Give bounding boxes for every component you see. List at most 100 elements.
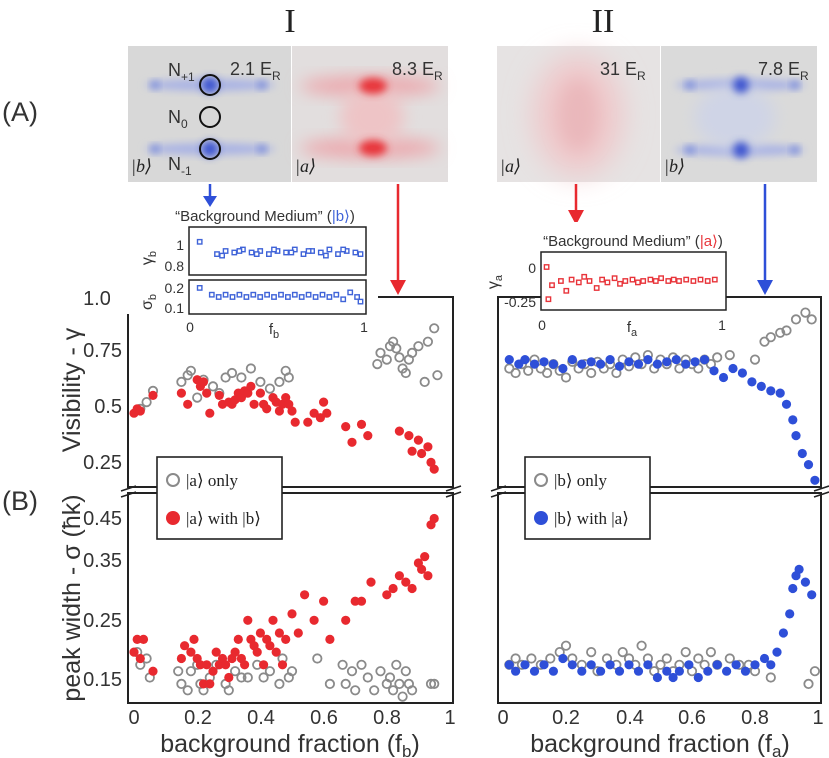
- data-point-filled: [624, 357, 634, 367]
- data-point-filled: [510, 666, 521, 676]
- inset-II: “Background Medium” (|a⟩) 0 -0.25 γa: [485, 222, 745, 311]
- data-point-filled: [176, 388, 186, 398]
- data-point-filled: [404, 431, 414, 441]
- arrow-II-right: [757, 184, 773, 295]
- inset-ytick: 1: [176, 237, 184, 253]
- inset-data-point: [629, 276, 636, 283]
- inset-data-point: [347, 289, 354, 296]
- data-point-filled: [189, 634, 199, 645]
- data-point-open: [400, 666, 411, 677]
- image-II-left: 31 ER |a⟩: [497, 46, 660, 182]
- data-point-open: [192, 392, 203, 403]
- data-point-filled: [271, 647, 281, 657]
- inset-ylabel: γa: [485, 274, 505, 289]
- data-point-filled: [539, 660, 549, 670]
- series-points-I-width: [129, 513, 440, 702]
- xtick-label: 1: [812, 707, 823, 729]
- data-point-filled: [407, 583, 417, 594]
- data-point-filled: [230, 647, 240, 657]
- inset-data-point: [214, 251, 220, 257]
- ytick-label: 0.25: [83, 610, 122, 632]
- data-point-filled: [211, 647, 221, 657]
- data-point-open: [394, 678, 405, 690]
- data-point-filled: [577, 666, 587, 676]
- data-point-filled: [520, 660, 530, 670]
- legend-label-b-with-a: |b⟩ with |a⟩: [554, 509, 629, 528]
- data-point-filled: [596, 359, 606, 369]
- data-point-filled: [265, 641, 275, 651]
- data-point-filled: [303, 417, 313, 427]
- inset-data-point: [676, 278, 682, 284]
- data-point-filled: [520, 355, 530, 365]
- data-point-open: [800, 307, 811, 318]
- inset-I-xtick: 1: [360, 319, 368, 335]
- inset-data-point: [236, 291, 243, 298]
- data-point-filled: [633, 359, 644, 369]
- yticks-I-visibility: 0.25 0.5 0.75 1.00: [83, 288, 122, 474]
- inset-data-point: [697, 276, 704, 283]
- inset-data-point: [340, 296, 347, 303]
- inset-data-point: [266, 251, 272, 257]
- data-point-open: [274, 678, 285, 690]
- inset-ytick: 0.2: [165, 280, 185, 296]
- data-point-open: [185, 666, 196, 677]
- data-point-filled: [277, 660, 288, 670]
- data-point-filled: [417, 448, 427, 459]
- data-point-filled: [325, 634, 335, 645]
- xlabel-II: background fraction (fa): [530, 730, 790, 758]
- data-point-open: [245, 363, 256, 374]
- xtick-label: 0.8: [373, 707, 401, 729]
- inset-data-point: [285, 294, 291, 300]
- inset-data-point: [271, 246, 277, 253]
- data-point-filled: [731, 660, 741, 670]
- data-point-filled: [807, 590, 817, 600]
- data-point-open: [387, 685, 399, 696]
- inset-I: “Background Medium” (|b⟩) 1 0.8 0.2 0.1 …: [110, 208, 378, 316]
- inset-data-point: [640, 278, 647, 284]
- data-point-open: [809, 666, 821, 677]
- data-point-filled: [363, 431, 373, 441]
- inset-data-point: [658, 275, 665, 282]
- data-point-open: [636, 640, 647, 651]
- data-point-open: [781, 325, 792, 336]
- data-point-open: [176, 376, 187, 387]
- data-point-open: [283, 372, 294, 383]
- series-points-II-width: [504, 564, 821, 690]
- inset-data-point: [340, 246, 347, 253]
- data-point-open: [346, 666, 358, 677]
- state-label-I-right: |a⟩: [295, 156, 316, 176]
- panel-label-A: (A): [2, 97, 38, 127]
- inset-data-point: [611, 275, 618, 282]
- xtick-label: 0.2: [552, 707, 580, 729]
- data-point-filled: [293, 628, 303, 638]
- inset-I-xtick: 0: [186, 319, 194, 335]
- xtick-label: 0.4: [247, 707, 275, 729]
- inset-data-point: [264, 291, 270, 298]
- data-point-open: [617, 646, 628, 658]
- data-point-filled: [300, 590, 310, 600]
- inset-I-xlabel: fb: [269, 321, 279, 341]
- data-point-filled: [401, 577, 411, 587]
- state-label-II-right: |b⟩: [664, 156, 685, 176]
- data-point-filled: [186, 647, 196, 657]
- ytick-label: 0.25: [83, 452, 122, 474]
- data-point-open: [406, 685, 418, 696]
- data-point-open: [397, 691, 408, 702]
- data-point-filled: [287, 406, 297, 416]
- data-point-open: [384, 672, 396, 683]
- inset-data-point: [236, 248, 243, 254]
- inset-data-point: [305, 291, 312, 298]
- data-point-filled: [180, 641, 190, 651]
- data-point-filled: [558, 653, 568, 664]
- data-point-filled: [772, 647, 782, 657]
- energy-label-I-left: 2.1 ER: [230, 59, 281, 83]
- xlabel-I: background fraction (fb): [160, 730, 420, 758]
- legend-I: |a⟩ only |a⟩ with |b⟩: [156, 456, 283, 540]
- data-point-open: [230, 666, 241, 677]
- data-point-open: [340, 678, 351, 690]
- data-point-filled: [624, 660, 634, 670]
- data-point-open: [141, 396, 152, 408]
- inset-data-point: [593, 285, 600, 291]
- inset-II-xtick: 0: [538, 317, 546, 333]
- data-point-open: [255, 376, 266, 387]
